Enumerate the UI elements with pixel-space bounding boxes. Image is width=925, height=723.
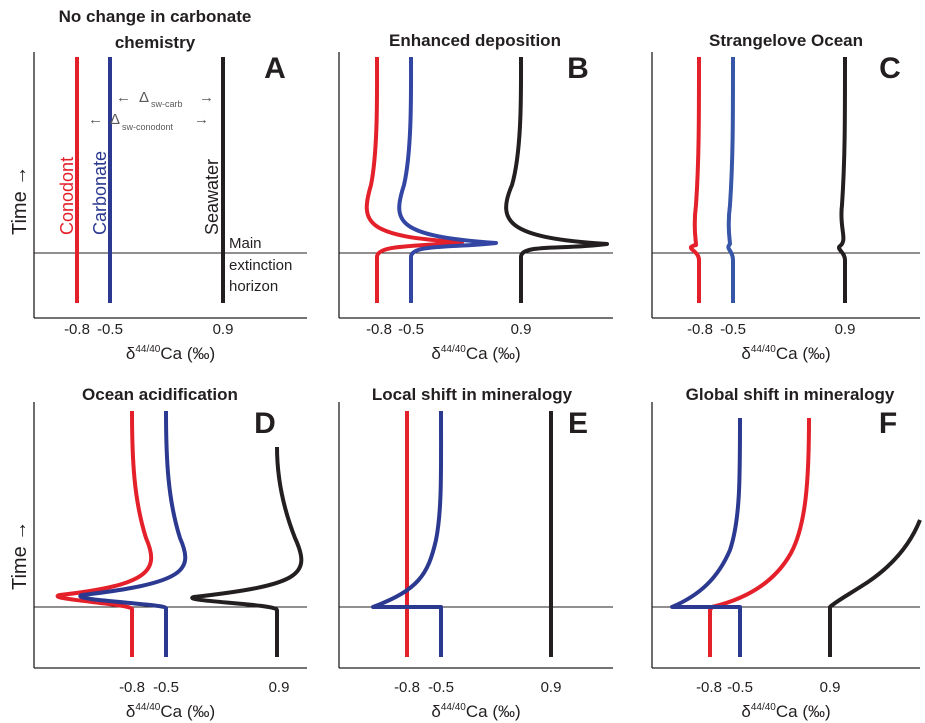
panel-d-conodont-curve — [55, 410, 154, 657]
panel-b-letter: B — [567, 52, 589, 85]
panel-b-conodont-curve — [364, 56, 464, 303]
panel-a-title-line-1: No change in carbonate — [59, 7, 252, 26]
panel-c-tick-label: 0.9 — [835, 321, 856, 338]
horizon-label-line-2: extinction — [229, 257, 292, 274]
panel-f-conodont-curve — [708, 417, 811, 657]
panel-a-tick-label: 0.9 — [213, 321, 234, 338]
panel-b-tick-label: 0.9 — [511, 321, 532, 338]
panel-c-tick-label: -0.8 — [687, 321, 713, 338]
panel-f-x-axis-label: δ44/40Ca (‰) — [741, 702, 830, 721]
y-axis-label-top: Time → — [9, 166, 31, 235]
panel-d-letter: D — [254, 407, 276, 440]
panel-f-title-line-1: Global shift in mineralogy — [686, 385, 895, 404]
panel-e-title-line-1: Local shift in mineralogy — [372, 385, 573, 404]
panel-a-letter: A — [264, 52, 286, 85]
panel-c-letter: C — [879, 52, 901, 85]
horizon-label-line-1: Main — [229, 235, 262, 252]
panel-f-carbonate-curve — [670, 417, 742, 657]
panel-a-tick-label: -0.5 — [97, 321, 123, 338]
panel-e-x-axis-label: δ44/40Ca (‰) — [431, 702, 520, 721]
panel-f-seawater-curve — [828, 519, 922, 657]
delta-conodont-arrow-left: ← — [88, 111, 103, 128]
panel-f-tick-label: 0.9 — [820, 679, 841, 696]
panel-c-seawater-curve — [837, 56, 847, 303]
panel-e-tick-label: -0.5 — [428, 679, 454, 696]
panel-d-title-line-1: Ocean acidification — [82, 385, 238, 404]
panel-d-x-axis-label: δ44/40Ca (‰) — [126, 702, 215, 721]
conodont-label: Conodont — [57, 157, 77, 235]
panel-f-tick-label: -0.5 — [727, 679, 753, 696]
panel-d-tick-label: -0.8 — [119, 679, 145, 696]
panel-d-tick-label: -0.5 — [153, 679, 179, 696]
panel-d-tick-label: 0.9 — [269, 679, 290, 696]
panel-c-carbonate-curve — [726, 56, 735, 303]
panel-c-conodont-curve — [688, 56, 701, 303]
delta-conodont-arrow-right: → — [194, 111, 209, 128]
panel-a-title-line-2: chemistry — [115, 33, 196, 52]
panel-f-tick-label: -0.8 — [696, 679, 722, 696]
y-axis-label-bottom: Time → — [9, 521, 31, 590]
panel-b-seawater-curve — [504, 56, 609, 303]
horizon-label-line-3: horizon — [229, 278, 278, 295]
panel-e-letter: E — [568, 407, 588, 440]
panel-e-tick-label: 0.9 — [541, 679, 562, 696]
seawater-label: Seawater — [202, 159, 222, 235]
panel-b-title-line-1: Enhanced deposition — [389, 31, 561, 50]
panel-e-tick-label: -0.8 — [394, 679, 420, 696]
panel-f-letter: F — [879, 407, 897, 440]
panel-d-carbonate-curve — [78, 410, 188, 657]
panel-b-tick-label: -0.5 — [398, 321, 424, 338]
panel-e-carbonate-curve — [371, 410, 444, 657]
panel-c-title-line-1: Strangelove Ocean — [709, 31, 863, 50]
panel-b-carbonate-curve — [397, 56, 498, 303]
panel-b-x-axis-label: δ44/40Ca (‰) — [431, 344, 520, 363]
panel-c-x-axis-label: δ44/40Ca (‰) — [741, 344, 830, 363]
panel-d-seawater-curve — [190, 446, 304, 657]
panel-b-tick-label: -0.8 — [366, 321, 392, 338]
panel-c-tick-label: -0.5 — [720, 321, 746, 338]
panel-a-tick-label: -0.8 — [64, 321, 90, 338]
delta-carb-arrow-right: → — [199, 89, 214, 106]
carbonate-label: Carbonate — [90, 151, 110, 235]
delta-carb-arrow-left: ← — [116, 89, 131, 106]
panel-a-x-axis-label: δ44/40Ca (‰) — [126, 344, 215, 363]
